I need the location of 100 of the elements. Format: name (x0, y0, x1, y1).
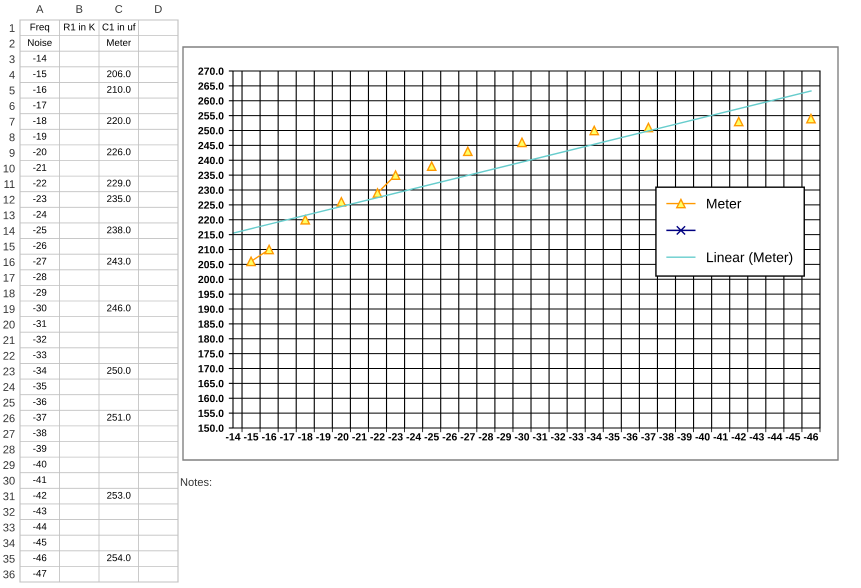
y-tick-label: 14 (4, 227, 15, 235)
y-tick-label: 13 (4, 211, 15, 220)
x-tick-label: -15 (244, 433, 258, 441)
y-tick-label: 15 (4, 242, 15, 250)
y-tick-label: 265.0 (198, 82, 224, 90)
y-tick-label: 32 (3, 508, 15, 516)
x-tick-label: -27 (460, 433, 475, 440)
x-tick-label: -29 (496, 433, 512, 441)
y-tick-label: 255.0 (198, 112, 224, 120)
y-tick-label: 21 (3, 336, 15, 344)
x-tick-label: -39 (677, 433, 692, 441)
text: -23 (33, 195, 46, 202)
text: Notes: (180, 478, 212, 486)
point (589, 126, 600, 136)
point (390, 170, 400, 180)
x-tick-label: -38 (659, 433, 674, 441)
text: -16 (33, 86, 46, 93)
y-tick-label: 150.0 (198, 424, 224, 432)
y-tick-label: 27 (3, 430, 15, 438)
y-tick-label: 200.0 (198, 276, 224, 284)
y-tick-label: 22 (3, 352, 15, 360)
point (336, 197, 346, 207)
x-tick-label: -35 (605, 433, 620, 441)
text: -33 (33, 351, 46, 358)
text: -27 (33, 258, 46, 264)
text: -21 (33, 164, 46, 171)
x-tick-label: C (115, 5, 122, 13)
y-tick-label: 20 (3, 320, 15, 329)
y-tick-label: 9 (9, 148, 15, 157)
text: -39 (33, 445, 46, 452)
x-tick-label: -40 (695, 433, 710, 441)
text: -40 (33, 460, 46, 468)
y-tick-label: 28 (3, 446, 15, 454)
text: Noise (28, 38, 52, 46)
x-tick-label: -17 (280, 433, 294, 440)
text: -24 (33, 210, 46, 218)
y-tick-label: 195.0 (198, 290, 224, 298)
point (372, 188, 382, 198)
y-tick-label: 185.0 (198, 320, 224, 328)
y-tick-label: 240.0 (198, 156, 224, 164)
text: 246.0 (107, 304, 131, 312)
text: -31 (33, 320, 46, 328)
text: -17 (33, 102, 46, 108)
y-tick-label: 180.0 (198, 335, 224, 343)
x-tick-label: -21 (352, 433, 367, 440)
text: -18 (33, 117, 46, 124)
point (246, 256, 256, 266)
text: C1 in uf (102, 23, 136, 30)
y-tick-label: 175.0 (198, 350, 224, 358)
text: 253.0 (107, 492, 131, 499)
x-tick-label: -22 (370, 433, 385, 440)
y-tick-label: 18 (4, 289, 15, 298)
legend-label: Linear (Meter) (707, 252, 792, 265)
point (517, 138, 527, 148)
x-tick-label: -16 (262, 433, 276, 441)
y-tick-label: 35 (3, 554, 15, 563)
text: 250.0 (107, 366, 131, 374)
x-tick-label: -46 (804, 433, 818, 441)
y-tick-label: 12 (4, 196, 15, 204)
x-tick-label: -20 (334, 433, 348, 441)
y-tick-label: 6 (10, 102, 15, 110)
x-tick-label: -23 (388, 433, 403, 441)
text: -47 (33, 570, 46, 577)
text: 226.0 (107, 148, 131, 156)
y-tick-label: 230.0 (198, 186, 224, 194)
y-tick-label: 4 (9, 71, 15, 79)
text: -14 (33, 54, 46, 62)
y-tick-label: 26 (3, 414, 15, 422)
x-tick-label: -43 (750, 433, 764, 441)
x-tick-label: B (76, 5, 82, 13)
x-tick-label: -44 (768, 433, 782, 440)
x-tick-label: -33 (569, 433, 584, 441)
y-tick-label: 33 (3, 524, 15, 532)
y-tick-label: 165.0 (198, 380, 224, 388)
y-tick-label: 215.0 (198, 231, 224, 238)
y-tick-label: 260.0 (198, 97, 224, 105)
text: 254.0 (107, 554, 131, 562)
text: -26 (33, 242, 46, 249)
text: -45 (33, 538, 46, 546)
text: -19 (33, 132, 46, 140)
y-tick-label: 1 (10, 24, 15, 32)
text: 206.0 (107, 70, 131, 78)
text: -29 (33, 288, 46, 296)
y-tick-label: 3 (9, 55, 15, 64)
text: R1 in K (64, 23, 96, 30)
y-tick-label: 17 (4, 274, 15, 282)
x-tick-label: -32 (550, 433, 566, 441)
text: 220.0 (107, 117, 131, 124)
y-tick-label: 225.0 (198, 201, 224, 209)
point (300, 214, 310, 225)
point (426, 161, 437, 172)
x-tick-label: -41 (714, 433, 728, 440)
text: -28 (33, 273, 46, 280)
x-tick-label: -19 (316, 433, 330, 441)
y-tick-label: 29 (3, 461, 15, 470)
x-tick-label: -24 (406, 433, 422, 440)
text: -15 (33, 70, 46, 78)
y-tick-label: 250.0 (198, 127, 224, 134)
y-tick-label: 160.0 (198, 394, 224, 402)
text: 251.0 (107, 414, 131, 421)
